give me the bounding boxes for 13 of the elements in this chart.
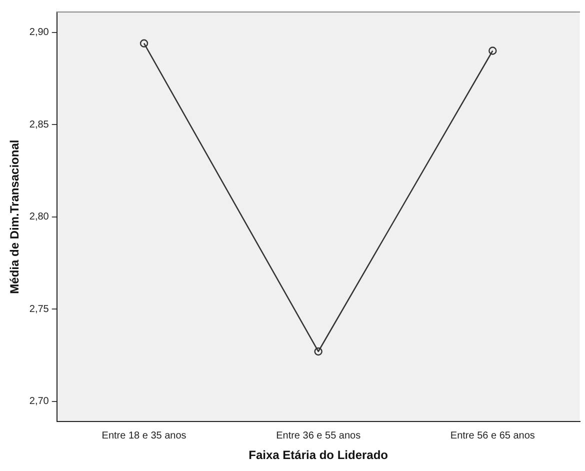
y-tick-label: 2,75 [29, 304, 50, 315]
x-tick-label: Entre 18 e 35 anos [102, 430, 186, 442]
point [314, 347, 322, 356]
y-tick-label: 2,85 [29, 119, 50, 130]
y-tick-label: 2,90 [29, 27, 50, 38]
point [140, 39, 148, 48]
y-tick-label: 2,70 [29, 396, 50, 408]
point [488, 46, 497, 55]
x-tick-label: Entre 56 e 65 anos [450, 430, 535, 442]
y-tick-label: 2,80 [29, 212, 50, 223]
x-axis-title: Faixa Etária do Liderado [248, 448, 388, 462]
y-axis-title: Média de Dim.Transacional [8, 140, 22, 294]
x-tick-label: Entre 36 e 55 anos [276, 430, 361, 442]
